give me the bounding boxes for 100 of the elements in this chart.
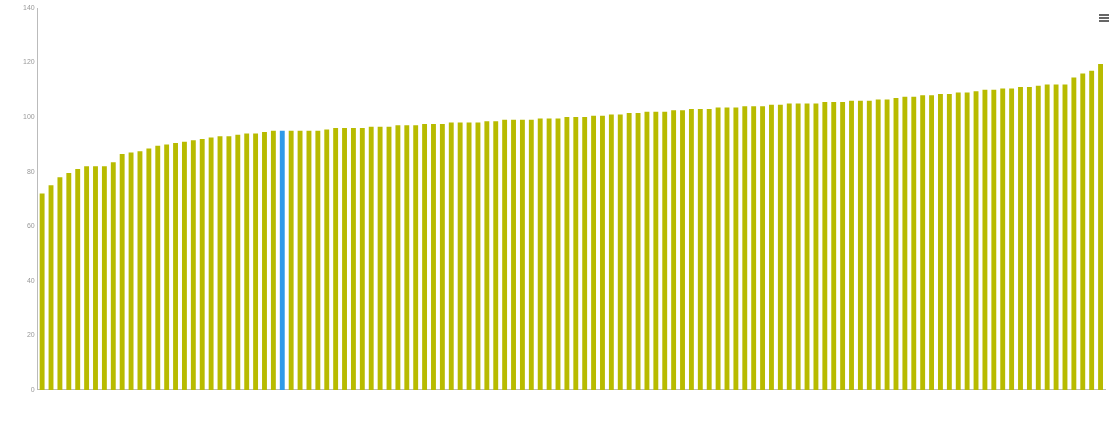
bar — [457, 122, 463, 390]
bar — [866, 100, 872, 390]
bar — [591, 115, 597, 390]
bar — [653, 111, 659, 390]
bar — [93, 166, 98, 390]
bar — [777, 104, 783, 390]
bar — [733, 107, 739, 390]
bar — [199, 138, 205, 390]
bar — [955, 92, 961, 390]
bar — [484, 121, 490, 390]
bar — [466, 122, 472, 390]
bar — [706, 108, 712, 390]
bar — [564, 117, 570, 390]
bar — [617, 114, 623, 390]
bar — [279, 130, 285, 390]
bar — [342, 128, 347, 390]
bar — [173, 143, 178, 390]
bar — [884, 99, 890, 390]
bar — [359, 128, 365, 390]
bar — [573, 117, 579, 390]
bar — [101, 166, 107, 390]
bar — [262, 132, 267, 390]
bar — [813, 103, 819, 390]
bar — [608, 114, 614, 390]
bar — [537, 118, 543, 390]
bar — [920, 95, 926, 390]
bar — [350, 128, 356, 390]
bar — [395, 125, 401, 390]
bar — [760, 106, 766, 390]
bar — [39, 193, 45, 390]
bar — [822, 102, 828, 390]
bar — [119, 153, 125, 390]
bar — [644, 111, 650, 390]
bar — [528, 119, 534, 390]
bar — [688, 108, 694, 390]
bar — [946, 93, 952, 390]
bar — [769, 104, 774, 390]
bar — [831, 102, 837, 390]
bar — [439, 123, 445, 390]
bar — [715, 107, 721, 390]
bar — [849, 100, 854, 390]
bar — [1026, 87, 1032, 390]
bar — [929, 95, 935, 390]
bar — [270, 130, 276, 390]
bar — [875, 99, 881, 390]
bar — [368, 126, 374, 390]
bar — [181, 141, 187, 390]
bar — [902, 96, 908, 390]
bar — [235, 134, 241, 390]
bar — [751, 106, 757, 390]
bar — [1071, 77, 1077, 390]
bar — [1044, 84, 1050, 390]
bar — [662, 111, 668, 390]
bar — [546, 118, 552, 390]
bar — [75, 168, 81, 390]
bar — [493, 121, 499, 390]
bar — [911, 96, 917, 390]
bar — [297, 130, 303, 390]
bar — [680, 110, 685, 390]
bar — [333, 128, 339, 390]
bar — [110, 162, 116, 390]
bar — [155, 145, 161, 390]
bar — [66, 173, 72, 390]
bar — [208, 137, 214, 390]
bar — [938, 93, 943, 390]
bar — [1089, 70, 1095, 390]
bar — [502, 119, 508, 390]
bar — [857, 100, 863, 390]
bar — [1053, 84, 1059, 390]
bar — [1098, 63, 1103, 390]
bar — [697, 108, 703, 390]
bar — [413, 125, 419, 390]
bar — [511, 119, 516, 390]
bar — [786, 103, 792, 390]
bar — [742, 106, 748, 390]
bar — [226, 136, 232, 390]
bar — [404, 125, 410, 390]
bar — [1080, 73, 1086, 390]
bar — [991, 89, 997, 390]
bar — [671, 110, 677, 390]
bar — [164, 144, 170, 390]
bar — [431, 123, 436, 390]
bar — [146, 148, 152, 390]
bar — [795, 103, 801, 390]
bar — [448, 122, 454, 390]
bar — [1018, 87, 1023, 390]
bar — [315, 130, 321, 390]
bar — [84, 166, 90, 390]
bar — [57, 177, 63, 390]
bar — [422, 123, 428, 390]
bar — [582, 117, 588, 390]
bar — [1009, 88, 1015, 390]
bar — [1035, 85, 1041, 390]
bar — [626, 113, 632, 390]
bar — [253, 133, 259, 390]
bar — [377, 126, 383, 390]
bar — [964, 92, 970, 390]
bar — [128, 152, 134, 390]
bar — [840, 102, 846, 390]
bar — [288, 130, 294, 390]
